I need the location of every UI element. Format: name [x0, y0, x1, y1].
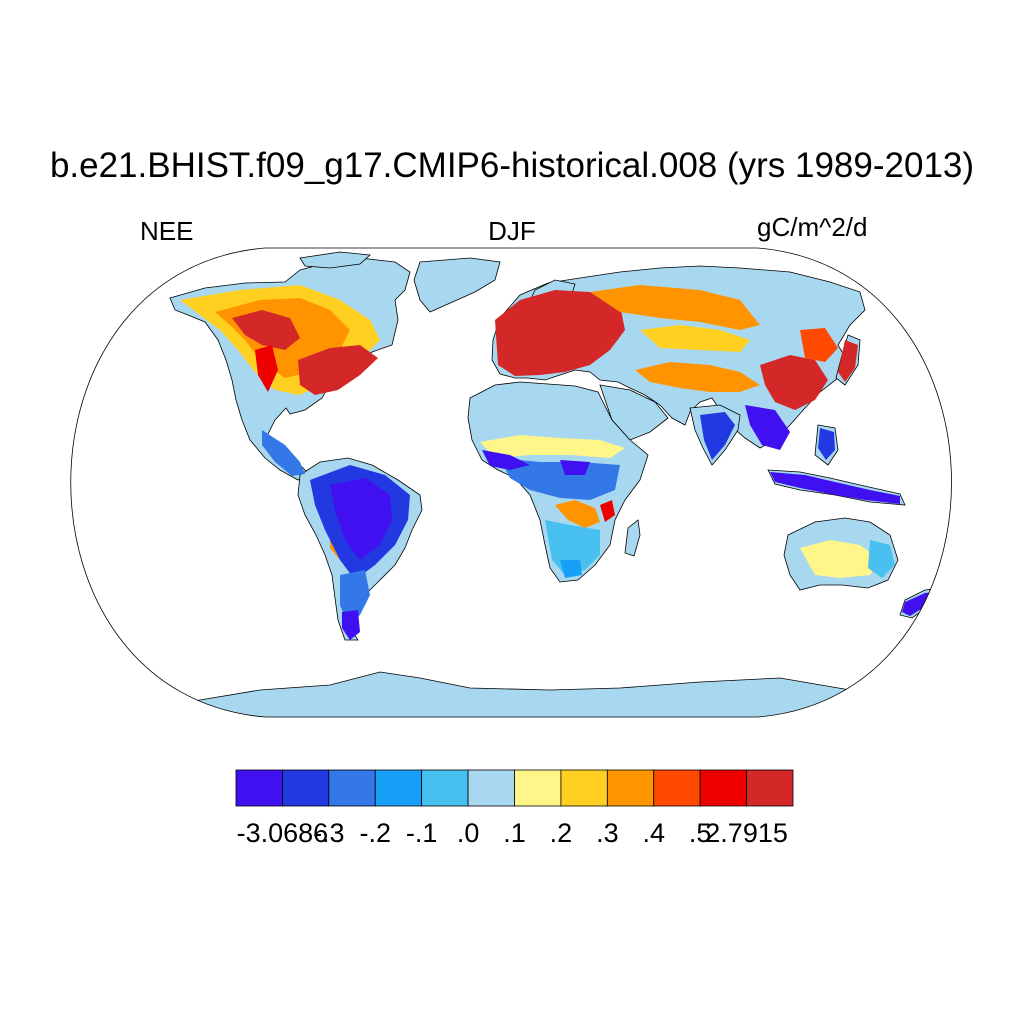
amazon-core-purple	[330, 478, 392, 560]
na-red	[232, 310, 300, 350]
na-east-red	[298, 345, 378, 395]
plot-title: b.e21.BHIST.f09_g17.CMIP6-historical.008…	[49, 146, 975, 185]
colorbar-box	[746, 769, 794, 807]
colorbar-label: .5	[689, 818, 712, 848]
philippines-blue	[818, 428, 835, 460]
central-asia-orange	[635, 362, 760, 392]
india-blue	[700, 412, 735, 460]
siberia-orange	[590, 285, 760, 330]
siberia-yellow	[640, 325, 750, 352]
manchuria-orange	[800, 328, 838, 362]
china-red	[760, 355, 828, 410]
south-america-south-blue	[340, 570, 370, 625]
colorbar-label: .0	[457, 818, 480, 848]
na-west-red	[255, 345, 278, 392]
africa-south-blue	[545, 520, 600, 575]
colorbar-label: .4	[642, 818, 665, 848]
colorbar-label: 2.7915	[705, 818, 788, 848]
patagonia-purple	[342, 610, 360, 640]
colorbar-box	[467, 769, 515, 807]
colorbar-box	[421, 769, 469, 807]
colorbar-label: .3	[596, 818, 619, 848]
arctic-islands	[299, 251, 371, 269]
globe-outline	[70, 247, 952, 718]
central-america-blue	[262, 430, 305, 476]
colorbar-label: -.3	[313, 818, 345, 848]
colorbar-label: -.1	[406, 818, 438, 848]
africa-central-blue	[500, 458, 620, 500]
variable-label: NEE	[140, 216, 194, 246]
colorbar-box	[282, 769, 330, 807]
antarctica	[70, 671, 952, 717]
colorbar-box	[606, 769, 655, 807]
africa-south-orange	[555, 500, 600, 528]
units-label: gC/m^2/d	[757, 212, 868, 242]
colorbar-label: -3.0686	[237, 818, 329, 848]
colorbar-box	[699, 769, 747, 807]
madagascar	[624, 519, 641, 557]
southeast-asia-purple	[745, 405, 790, 450]
colorbar-box	[560, 769, 608, 807]
greenland	[413, 257, 501, 313]
colorbar-label: .2	[550, 818, 573, 848]
positive-nee-regions	[180, 285, 880, 578]
colorbar-box	[514, 769, 562, 807]
colorbar-box	[328, 769, 376, 807]
africa-red-spot	[600, 500, 615, 522]
colorbar-box	[653, 769, 701, 807]
colorbar-box	[235, 769, 283, 807]
colorbar-label: -.2	[359, 818, 391, 848]
australia-east-blue	[868, 540, 895, 578]
colorbar-label: .1	[503, 818, 526, 848]
indonesia-purple	[770, 472, 900, 504]
japan-red	[838, 340, 858, 382]
africa-sahel-yellow	[480, 435, 625, 458]
colorbar-box	[374, 769, 423, 807]
negative-nee-regions	[262, 405, 936, 640]
africa-east-purple	[560, 460, 590, 475]
africa-south-tip-blue	[560, 560, 582, 578]
africa-west-purple	[482, 450, 530, 470]
season-label: DJF	[488, 216, 536, 246]
europe-red	[495, 290, 625, 376]
australia-yellow	[800, 540, 880, 578]
